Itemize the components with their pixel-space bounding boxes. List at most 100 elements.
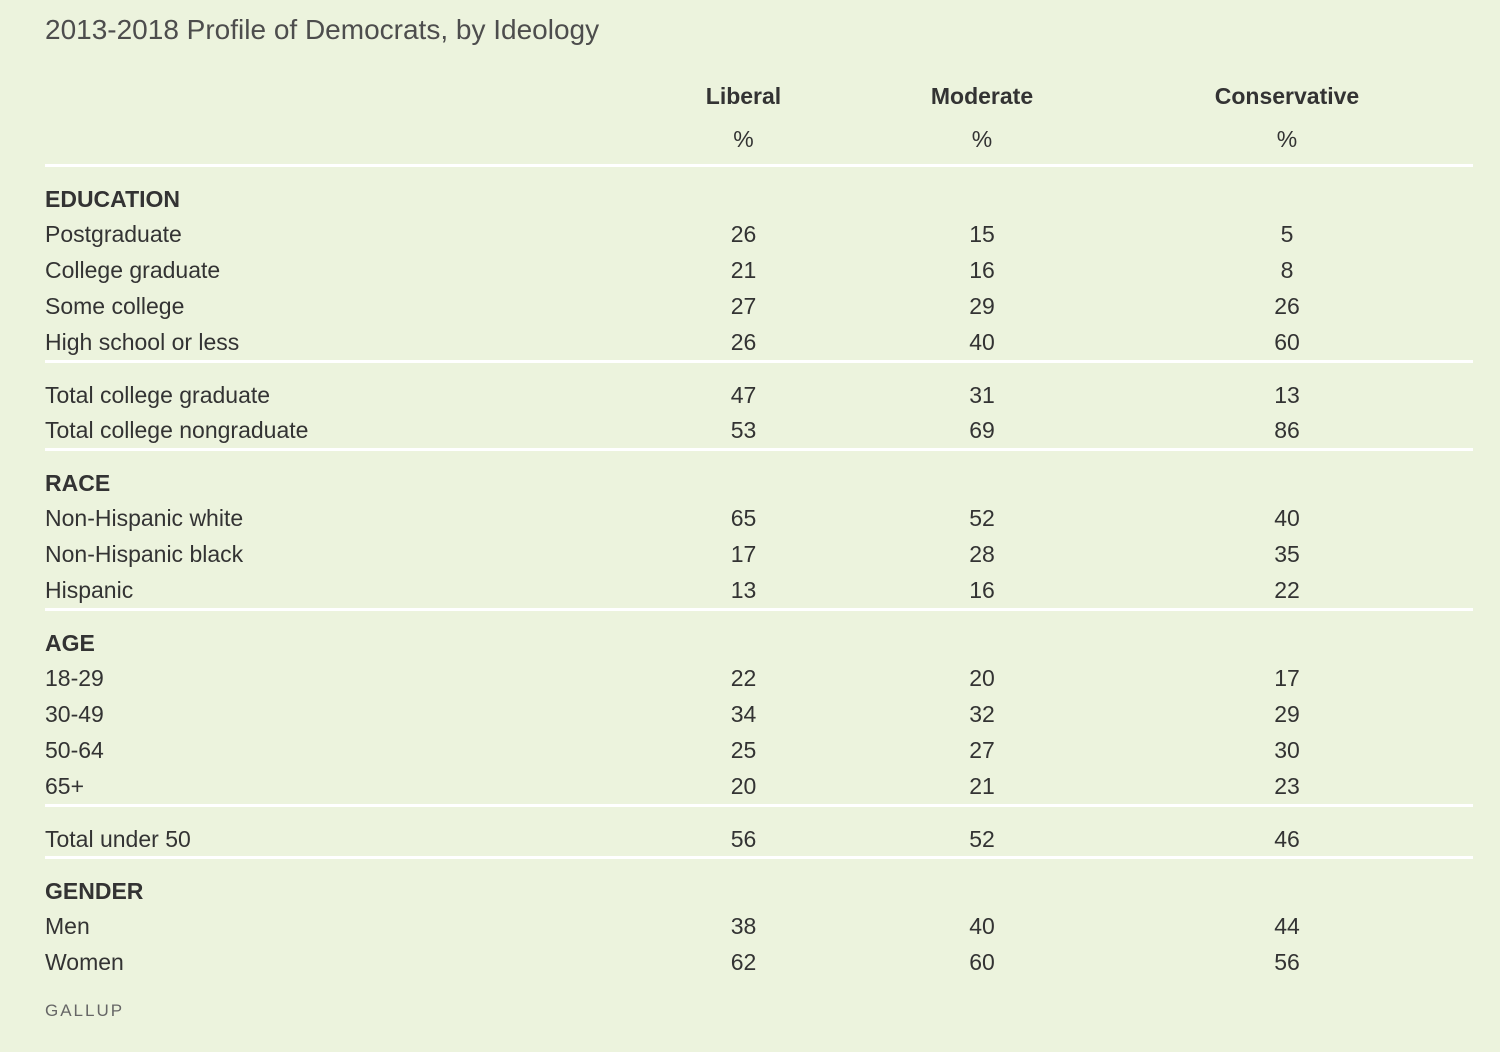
section-title: GENDER — [45, 878, 144, 904]
section-header-row: AGE — [45, 611, 1473, 660]
unit-header-conservative: % — [1276, 125, 1298, 152]
row-label: Non-Hispanic black — [45, 540, 244, 567]
cell-conservative: 30 — [1274, 736, 1300, 763]
row-label: Non-Hispanic white — [45, 504, 244, 531]
cell-conservative: 17 — [1274, 664, 1300, 691]
column-header-blank — [45, 78, 624, 114]
divider-line — [45, 804, 1473, 808]
cell-liberal: 26 — [730, 220, 757, 247]
row-label: Hispanic — [45, 576, 134, 603]
cell-moderate: 20 — [969, 664, 995, 691]
section-header-row: RACE — [45, 451, 1473, 500]
section-title: EDUCATION — [45, 186, 181, 212]
cell-conservative: 60 — [1274, 328, 1300, 355]
table-row: 65+ 20 21 23 — [45, 768, 1473, 806]
row-label: Total under 50 — [45, 826, 191, 852]
profile-table-container: Liberal Moderate Conservative % % % EDUC… — [45, 78, 1473, 980]
row-label: Some college — [45, 292, 185, 319]
cell-conservative: 56 — [1274, 948, 1300, 975]
cell-liberal: 65 — [730, 504, 757, 531]
cell-moderate: 52 — [969, 504, 995, 531]
section-divider — [45, 856, 1473, 860]
section-header-row: EDUCATION — [45, 167, 1473, 216]
cell-liberal: 17 — [730, 540, 757, 567]
cell-moderate: 27 — [969, 736, 995, 763]
divider-line — [45, 608, 1473, 612]
group-divider — [45, 804, 1473, 808]
divider-line — [45, 164, 1473, 168]
cell-moderate: 52 — [969, 826, 995, 852]
table-row: High school or less 26 40 60 — [45, 324, 1473, 362]
cell-conservative: 40 — [1274, 504, 1300, 531]
table-row: Postgraduate 26 15 5 — [45, 216, 1473, 252]
chart-title: 2013-2018 Profile of Democrats, by Ideol… — [45, 14, 600, 45]
profile-table: Liberal Moderate Conservative % % % EDUC… — [45, 78, 1473, 980]
cell-moderate: 32 — [969, 700, 995, 727]
cell-liberal: 27 — [730, 292, 757, 319]
column-header-liberal: Liberal — [705, 82, 782, 109]
cell-moderate: 69 — [969, 416, 995, 443]
column-header-row: Liberal Moderate Conservative — [45, 78, 1473, 114]
cell-conservative: 86 — [1274, 416, 1300, 443]
cell-liberal: 25 — [730, 736, 757, 763]
cell-moderate: 28 — [969, 540, 995, 567]
table-row: 18-29 22 20 17 — [45, 660, 1473, 696]
cell-conservative: 44 — [1274, 912, 1300, 939]
cell-liberal: 22 — [730, 664, 757, 691]
unit-header-row: % % % — [45, 114, 1473, 166]
cell-conservative: 23 — [1274, 772, 1300, 799]
cell-conservative: 13 — [1274, 382, 1300, 408]
cell-moderate: 15 — [969, 220, 995, 247]
divider-line — [45, 360, 1473, 364]
unit-header-blank — [45, 114, 624, 166]
column-header-conservative: Conservative — [1214, 82, 1360, 109]
section-title: AGE — [45, 630, 95, 656]
cell-liberal: 20 — [730, 772, 757, 799]
divider-line — [45, 448, 1473, 452]
cell-liberal: 53 — [730, 416, 757, 443]
row-label: College graduate — [45, 256, 221, 283]
cell-liberal: 26 — [730, 328, 757, 355]
cell-liberal: 34 — [730, 700, 757, 727]
table-body: EDUCATION Postgraduate 26 15 5 College gradua… — [45, 164, 1473, 981]
unit-header-liberal: % — [733, 125, 754, 152]
cell-liberal: 21 — [730, 256, 757, 283]
table-row: Some college 27 29 26 — [45, 288, 1473, 324]
table-row: Non-Hispanic white 65 52 40 — [45, 500, 1473, 536]
column-header-moderate: Moderate — [930, 82, 1034, 109]
table-row: Hispanic 13 16 22 — [45, 572, 1473, 610]
unit-header-moderate: % — [971, 125, 993, 152]
section-title: RACE — [45, 470, 111, 496]
table-row: Total college graduate 47 31 13 — [45, 363, 1473, 412]
section-header-row: GENDER — [45, 859, 1473, 908]
cell-conservative: 46 — [1274, 826, 1300, 852]
cell-liberal: 47 — [730, 382, 757, 408]
cell-moderate: 60 — [969, 948, 995, 975]
cell-conservative: 26 — [1274, 292, 1300, 319]
cell-moderate: 40 — [969, 328, 995, 355]
cell-liberal: 62 — [730, 948, 757, 975]
table-row: 50-64 25 27 30 — [45, 732, 1473, 768]
cell-liberal: 56 — [730, 826, 757, 852]
row-label: 30-49 — [45, 700, 104, 727]
table-row: Non-Hispanic black 17 28 35 — [45, 536, 1473, 572]
cell-moderate: 21 — [969, 772, 995, 799]
section-divider — [45, 608, 1473, 612]
cell-moderate: 31 — [969, 382, 995, 408]
table-row: Total college nongraduate 53 69 86 — [45, 412, 1473, 450]
row-label: Women — [45, 948, 124, 975]
cell-conservative: 35 — [1274, 540, 1300, 567]
table-row: Total under 50 56 52 46 — [45, 807, 1473, 858]
cell-moderate: 40 — [969, 912, 995, 939]
section-divider — [45, 164, 1473, 168]
cell-conservative: 22 — [1274, 576, 1300, 603]
cell-conservative: 29 — [1274, 700, 1300, 727]
row-label: Total college nongraduate — [45, 416, 309, 443]
row-label: 18-29 — [45, 664, 104, 691]
cell-moderate: 29 — [969, 292, 995, 319]
table-row: Men 38 40 44 — [45, 908, 1473, 944]
row-label: Men — [45, 912, 90, 939]
source-label: GALLUP — [45, 1001, 125, 1020]
cell-liberal: 13 — [730, 576, 757, 603]
section-divider — [45, 448, 1473, 452]
